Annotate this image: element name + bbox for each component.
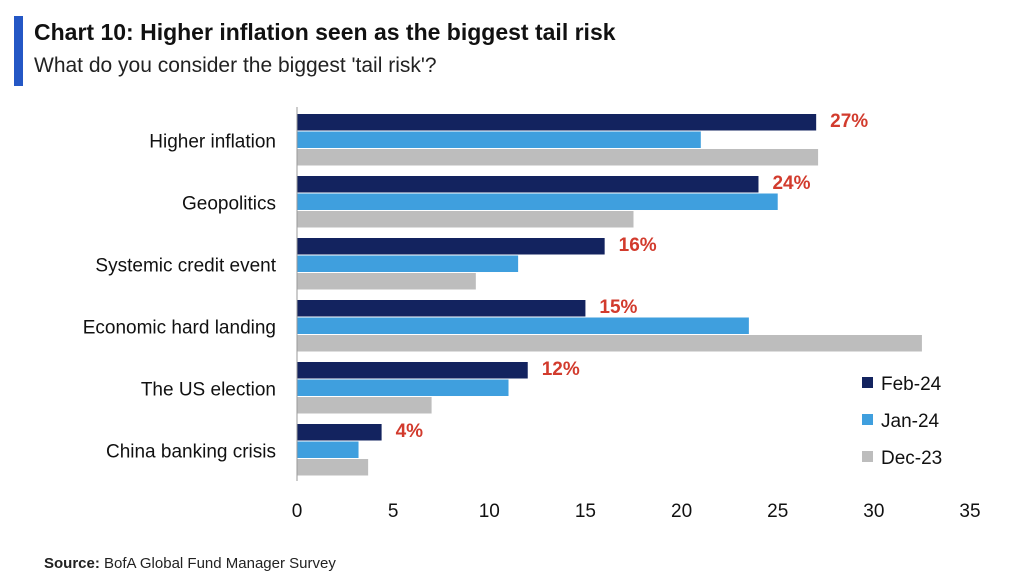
category-label: Economic hard landing (83, 317, 276, 338)
title-accent-bar (14, 16, 23, 86)
legend-label-feb-24: Feb-24 (881, 374, 942, 395)
chart-title: Chart 10: Higher inflation seen as the b… (34, 19, 616, 45)
legend-label-dec-23: Dec-23 (881, 448, 942, 469)
bar-dec-23-higher-inflation (297, 149, 819, 166)
bar-dec-23-china-banking-crisis (297, 459, 369, 476)
category-label: The US election (141, 379, 276, 400)
x-tick-label: 0 (292, 501, 303, 522)
data-label: 16% (619, 235, 657, 256)
bar-feb-24-geopolitics (297, 176, 759, 193)
bar-feb-24-china-banking-crisis (297, 424, 382, 441)
data-label: 15% (599, 297, 637, 318)
bar-jan-24-systemic-credit-event (297, 255, 519, 272)
bar-jan-24-the-us-election (297, 379, 509, 396)
chart-subtitle: What do you consider the biggest 'tail r… (34, 54, 437, 77)
legend-swatch-dec-23 (862, 451, 873, 462)
x-tick-label: 35 (959, 501, 980, 522)
bar-jan-24-china-banking-crisis (297, 441, 359, 458)
bar-dec-23-systemic-credit-event (297, 273, 476, 290)
bar-jan-24-geopolitics (297, 193, 778, 210)
x-tick-label: 20 (671, 501, 692, 522)
data-label: 27% (830, 111, 868, 132)
x-tick-label: 25 (767, 501, 788, 522)
source-label: Source: (44, 555, 100, 572)
bar-dec-23-the-us-election (297, 397, 432, 414)
data-label: 24% (772, 173, 810, 194)
x-tick-label: 30 (863, 501, 884, 522)
bar-dec-23-economic-hard-landing (297, 335, 922, 352)
bar-feb-24-higher-inflation (297, 114, 817, 131)
category-label: China banking crisis (106, 441, 276, 462)
bar-jan-24-higher-inflation (297, 131, 701, 148)
x-tick-label: 5 (388, 501, 399, 522)
category-label: Geopolitics (182, 193, 276, 214)
bar-feb-24-the-us-election (297, 362, 528, 379)
bar-feb-24-systemic-credit-event (297, 238, 605, 255)
x-tick-label: 10 (479, 501, 500, 522)
legend-swatch-feb-24 (862, 377, 873, 388)
category-label: Higher inflation (149, 131, 276, 152)
data-label: 12% (542, 359, 580, 380)
bar-jan-24-economic-hard-landing (297, 317, 749, 334)
bar-feb-24-economic-hard-landing (297, 300, 586, 317)
category-label: Systemic credit event (95, 255, 276, 276)
legend-swatch-jan-24 (862, 414, 873, 425)
source-text: BofA Global Fund Manager Survey (104, 555, 336, 572)
legend-label-jan-24: Jan-24 (881, 411, 940, 432)
source-note: Source: BofA Global Fund Manager Survey (44, 555, 336, 572)
x-tick-label: 15 (575, 501, 596, 522)
bar-dec-23-geopolitics (297, 211, 634, 228)
data-label: 4% (396, 421, 424, 442)
